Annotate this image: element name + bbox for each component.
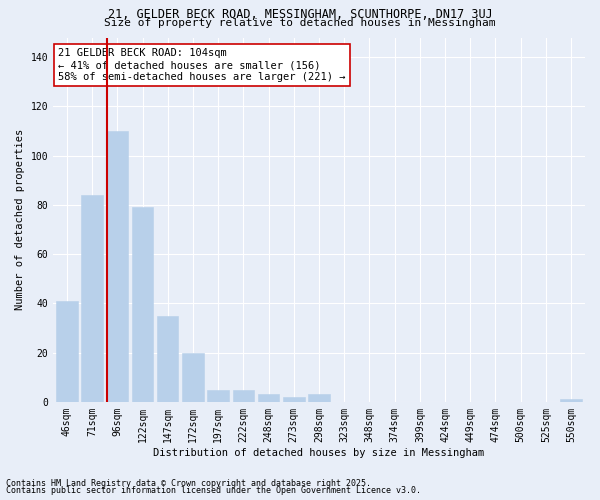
Text: Size of property relative to detached houses in Messingham: Size of property relative to detached ho… (104, 18, 496, 28)
Text: 21 GELDER BECK ROAD: 104sqm
← 41% of detached houses are smaller (156)
58% of se: 21 GELDER BECK ROAD: 104sqm ← 41% of det… (58, 48, 346, 82)
Bar (233, 390, 254, 402)
Bar (258, 394, 280, 402)
Bar (107, 131, 128, 402)
Text: Contains public sector information licensed under the Open Government Licence v3: Contains public sector information licen… (6, 486, 421, 495)
Bar (82, 195, 103, 402)
Bar (308, 394, 330, 402)
X-axis label: Distribution of detached houses by size in Messingham: Distribution of detached houses by size … (154, 448, 485, 458)
Text: Contains HM Land Registry data © Crown copyright and database right 2025.: Contains HM Land Registry data © Crown c… (6, 478, 371, 488)
Bar (283, 397, 305, 402)
Bar (132, 208, 153, 402)
Text: 21, GELDER BECK ROAD, MESSINGHAM, SCUNTHORPE, DN17 3UJ: 21, GELDER BECK ROAD, MESSINGHAM, SCUNTH… (107, 8, 493, 20)
Bar (157, 316, 178, 402)
Y-axis label: Number of detached properties: Number of detached properties (15, 129, 25, 310)
Bar (208, 390, 229, 402)
Bar (56, 301, 77, 402)
Bar (182, 352, 203, 402)
Bar (560, 400, 582, 402)
